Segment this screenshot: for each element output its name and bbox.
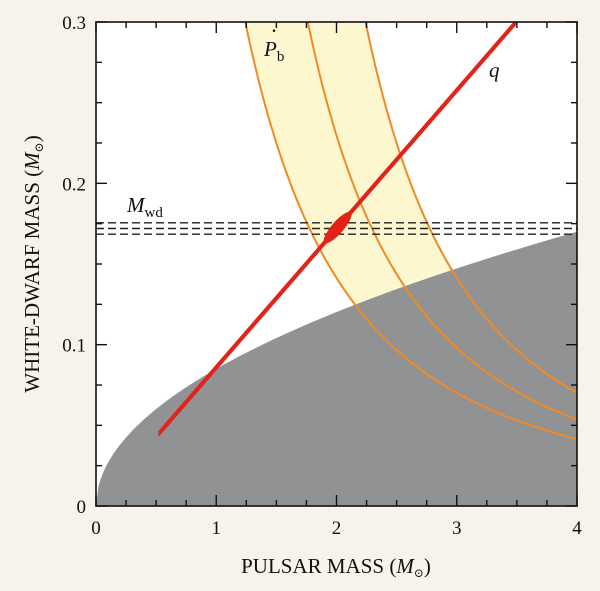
mwd-label-sub: wd [145, 205, 164, 221]
pb-label-text: Pb [263, 37, 284, 65]
x-tick-label: 1 [212, 518, 222, 539]
y-axis-unit: M [20, 151, 44, 171]
y-tick-label: 0.3 [62, 13, 86, 34]
pb-label-main: P [263, 37, 277, 61]
excluded-region [96, 231, 577, 506]
y-tick-label: 0.1 [62, 336, 86, 357]
x-axis-title: PULSAR MASS (M⊙) [241, 554, 431, 580]
x-axis-unit-close: ) [424, 554, 431, 578]
pb-curve-2 [364, 22, 577, 395]
x-axis-title-text: PULSAR MASS [241, 554, 384, 578]
pb-label-dot: · [270, 18, 277, 43]
intersection-region [323, 211, 352, 244]
pb-curve-0 [244, 22, 577, 441]
y-axis-title-text: WHITE-DWARF MASS [20, 182, 44, 393]
x-axis-unit-sun: ⊙ [414, 566, 424, 580]
x-tick-label: 3 [452, 518, 462, 539]
pb-curve-1 [306, 22, 577, 421]
x-axis-unit-open: ( [384, 554, 396, 578]
x-tick-label: 4 [572, 518, 582, 539]
mwd-label-main: M [126, 193, 146, 217]
x-axis-unit: M [395, 554, 415, 578]
pb-label-sub: b [277, 49, 285, 65]
y-axis-unit-close: ) [20, 135, 44, 142]
mwd-label: Mwd [126, 193, 163, 221]
x-tick-label: 2 [332, 518, 342, 539]
y-tick-label: 0 [77, 497, 87, 518]
plot-layer [96, 22, 577, 506]
pb-label: · Pb [263, 18, 284, 65]
q-label: q [489, 58, 500, 82]
label-layer: 0 1 2 3 4 0 0.1 0.2 0.3 [62, 13, 582, 539]
x-tick-label: 0 [91, 518, 101, 539]
y-axis-title: WHITE-DWARF MASS (M⊙) [20, 135, 46, 392]
tick-layer [95, 21, 578, 507]
q-line-bold [269, 234, 332, 307]
y-tick-label: 0.2 [62, 174, 86, 195]
y-axis-unit-open: ( [20, 170, 44, 182]
y-axis-unit-sun: ⊙ [32, 142, 46, 152]
